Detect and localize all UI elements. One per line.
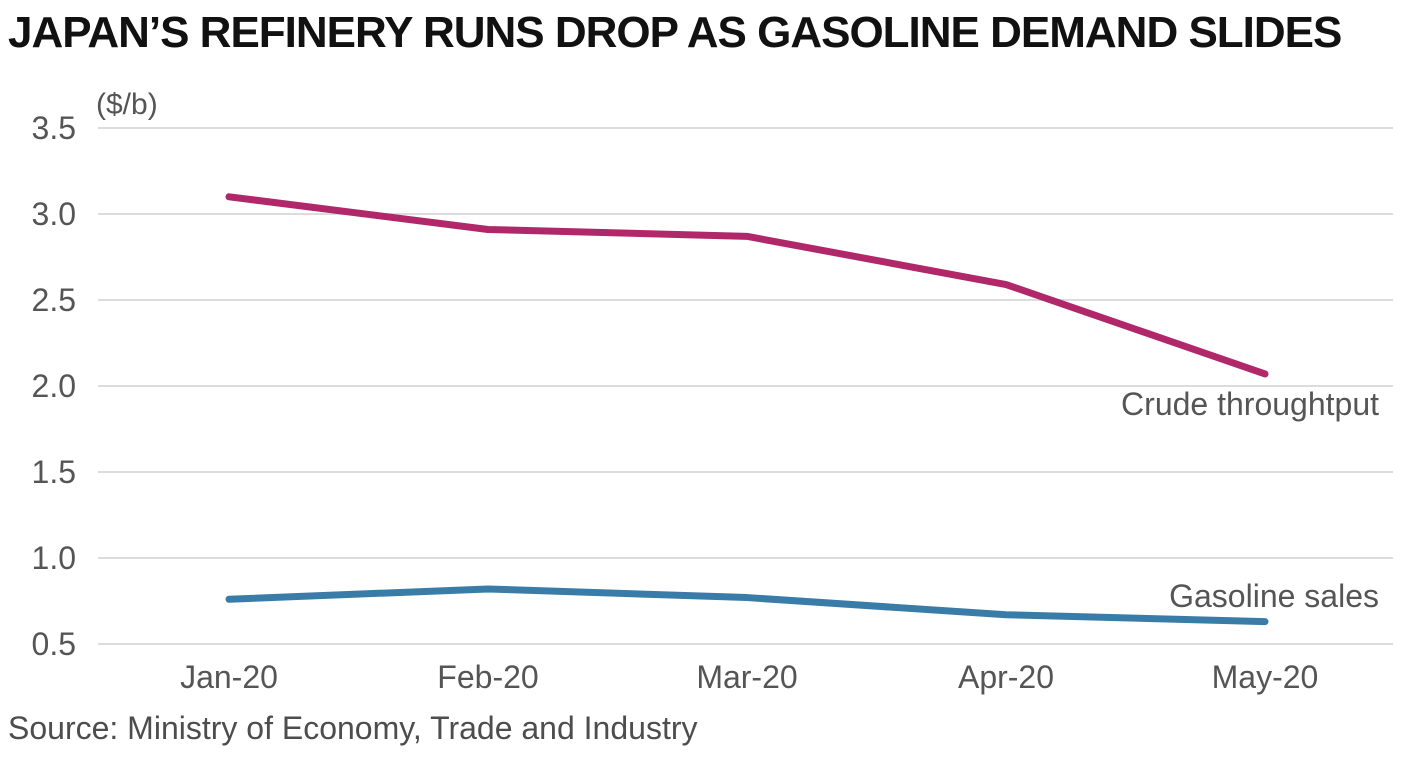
y-tick-label: 1.0: [32, 540, 76, 576]
data-point: [746, 597, 748, 599]
series-line-crude-throughput: [225, 193, 1269, 378]
series-line-gasoline-sales: [225, 585, 1269, 626]
y-axis-unit-label: ($/b): [96, 88, 158, 121]
x-tick-label: May-20: [1212, 659, 1319, 695]
x-tick-label: Mar-20: [696, 659, 797, 695]
y-tick-label: 2.0: [32, 368, 76, 404]
series-label: Crude throughtput: [1121, 386, 1379, 422]
series-labels: Crude throughtput Gasoline sales: [1121, 386, 1379, 614]
data-point: [1264, 373, 1266, 375]
y-tick-label: 1.5: [32, 454, 76, 490]
data-point: [746, 235, 748, 237]
series-lines: [225, 193, 1269, 626]
data-point: [1005, 614, 1007, 616]
series-label: Gasoline sales: [1169, 578, 1379, 614]
x-tick-label: Feb-20: [437, 659, 538, 695]
chart-title: JAPAN’S REFINERY RUNS DROP AS GASOLINE D…: [8, 8, 1342, 57]
source-note: Source: Ministry of Economy, Trade and I…: [8, 710, 698, 746]
y-tick-label: 2.5: [32, 282, 76, 318]
data-point: [228, 598, 230, 600]
x-tick-label: Jan-20: [180, 659, 278, 695]
y-axis-tick-labels: 0.5 1.0 1.5 2.0 2.5 3.0 3.5: [32, 110, 76, 662]
y-tick-label: 3.5: [32, 110, 76, 146]
y-tick-label: 3.0: [32, 196, 76, 232]
x-axis-tick-labels: Jan-20 Feb-20 Mar-20 Apr-20 May-20: [180, 659, 1318, 695]
y-tick-label: 0.5: [32, 626, 76, 662]
gridlines: [98, 127, 1393, 645]
data-point: [487, 588, 489, 590]
x-tick-label: Apr-20: [958, 659, 1054, 695]
line-chart: 0.5 1.0 1.5 2.0 2.5 3.0 3.5 Jan-20 Feb-20 Mar-20…: [32, 88, 1393, 695]
data-point: [1264, 621, 1266, 623]
data-point: [1005, 284, 1007, 286]
data-point: [487, 228, 489, 230]
data-point: [228, 196, 230, 198]
